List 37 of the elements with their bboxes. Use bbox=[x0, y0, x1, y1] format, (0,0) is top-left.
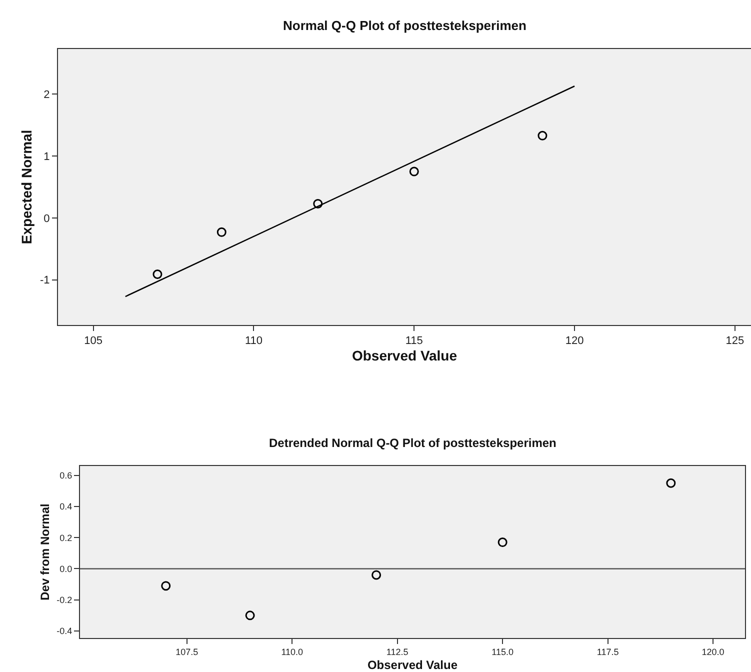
y-tick-label: 0.4 bbox=[60, 502, 72, 512]
point bbox=[152, 270, 162, 280]
y-axis-title: Expected Normal bbox=[18, 130, 35, 244]
point bbox=[372, 570, 382, 580]
point bbox=[161, 581, 171, 591]
y-axis-title: Dev from Normal bbox=[38, 504, 52, 600]
x-tick-label: 120.0 bbox=[702, 646, 724, 657]
x-tick-label: 110 bbox=[244, 335, 262, 348]
x-tick-label: 120 bbox=[565, 335, 584, 348]
y-tick-label: -0.2 bbox=[56, 595, 72, 606]
x-tick-label: 115 bbox=[405, 335, 423, 348]
x-tick-label: 112.5 bbox=[386, 646, 408, 657]
chart-title: Normal Q-Q Plot of posttesteksperimen bbox=[283, 18, 526, 33]
point bbox=[245, 610, 255, 620]
y-tick-label: 0.6 bbox=[60, 470, 72, 480]
chart-title: Detrended Normal Q-Q Plot of posttesteksperimen bbox=[269, 436, 556, 450]
y-tick-label: 0 bbox=[44, 212, 50, 225]
y-tick-label: -0.4 bbox=[56, 626, 72, 636]
x-tick-label: 115.0 bbox=[492, 646, 514, 657]
point bbox=[538, 130, 548, 140]
x-tick-label: 125 bbox=[726, 335, 744, 348]
x-tick-label: 110.0 bbox=[281, 646, 304, 657]
x-axis-title: Observed Value bbox=[367, 658, 458, 672]
point bbox=[313, 198, 323, 208]
y-tick-label: 0.0 bbox=[60, 564, 72, 574]
point bbox=[666, 478, 676, 488]
point bbox=[409, 166, 419, 176]
y-tick-label: 2 bbox=[44, 89, 50, 102]
y-tick-label: 0.2 bbox=[60, 532, 72, 543]
point bbox=[216, 227, 226, 237]
point bbox=[498, 538, 508, 548]
x-axis-title: Observed Value bbox=[352, 348, 458, 364]
x-tick-label: 105 bbox=[84, 335, 102, 348]
x-tick-label: 117.5 bbox=[596, 646, 619, 657]
y-tick-label: 1 bbox=[44, 150, 50, 163]
x-tick-label: 107.5 bbox=[176, 646, 198, 657]
y-tick-label: -1 bbox=[40, 274, 50, 287]
